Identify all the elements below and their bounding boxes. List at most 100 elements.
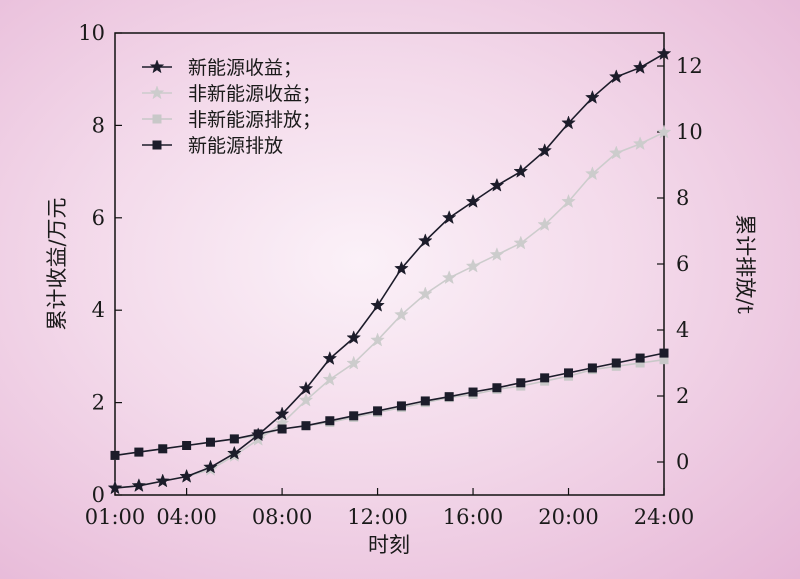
data-point [420,396,430,406]
data-point [537,143,552,158]
data-point [396,401,406,411]
data-point [516,378,526,388]
left-tick-label: 0 [92,483,105,507]
data-point [277,424,287,434]
data-point [325,416,335,426]
left-tick-label: 10 [78,21,105,45]
data-point [656,124,672,139]
right-tick-label: 12 [676,54,703,78]
right-tick-label: 4 [676,318,689,342]
x-axis-ticks: 01:00 04:00 08:00 12:00 16:00 20:00 24:00 [85,488,694,529]
data-point [322,371,338,386]
data-point [107,480,123,495]
data-point [298,392,314,407]
legend-label: 新能源排放 [188,135,283,157]
legend-swatch-marker [149,59,165,74]
legend-item: 新能源排放 [142,135,283,157]
data-point [394,307,409,322]
data-point [394,260,409,275]
data-point [513,163,529,178]
series-1 [107,46,672,495]
data-point [370,332,385,347]
data-point [274,406,290,421]
legend-item: 新能源收益； [142,57,302,79]
series-4 [110,348,669,460]
data-point [585,89,600,104]
data-point [349,411,359,421]
data-point [441,210,457,225]
data-point [134,447,144,457]
data-point [561,193,576,208]
data-point [227,445,242,460]
x-tick-label: 04:00 [156,505,217,529]
data-point [346,355,362,370]
legend-label: 非新能源收益； [188,83,321,105]
x-tick-label: 20:00 [538,505,599,529]
data-point [182,441,192,450]
x-tick-label: 08:00 [252,505,313,529]
data-point [537,216,552,231]
legend-swatch-marker [152,140,162,150]
left-tick-label: 8 [92,113,105,137]
data-point [250,427,266,442]
legend-label: 新能源收益； [188,57,302,79]
left-axis-ticks: 0 2 4 6 8 10 [78,21,122,507]
data-point [564,368,574,378]
data-point [110,450,120,460]
data-point [635,358,645,368]
data-point [370,297,385,312]
series-line [114,131,665,489]
legend: 新能源收益； 非新能源收益； 非新能源排放； 新能源排放 [142,57,321,157]
right-axis-title: 累计排放/t [733,214,757,314]
data-point [205,437,215,447]
right-tick-label: 10 [676,120,703,144]
right-axis-ticks: 0 2 4 6 8 10 12 [657,54,703,474]
data-point [489,177,505,192]
data-point [585,166,600,181]
x-tick-label: 01:00 [85,505,146,529]
data-point [203,459,218,474]
data-point [229,434,239,444]
data-point [346,330,362,345]
data-point [611,358,621,368]
legend-swatch-marker [152,114,162,124]
right-tick-label: 8 [676,186,689,210]
data-point [632,59,648,74]
data-point [513,235,529,250]
series-line [114,352,665,457]
data-point [155,473,171,488]
series-layer [107,46,672,495]
data-point [131,478,147,492]
legend-item: 非新能源排放； [142,109,321,131]
data-point [441,270,457,285]
data-point [444,392,454,402]
legend-swatch-marker [149,85,165,100]
data-point [587,363,597,373]
right-tick-label: 2 [676,384,689,408]
left-tick-label: 4 [92,298,105,322]
data-point [489,247,505,261]
data-point [301,421,311,431]
data-point [468,387,478,397]
series-line [114,53,665,489]
data-point [659,355,669,365]
data-point [608,145,624,160]
right-tick-label: 6 [676,252,689,276]
x-tick-label: 16:00 [443,505,504,529]
legend-label: 非新能源排放； [188,109,321,131]
data-point [659,348,669,358]
data-point [656,46,672,61]
data-point [179,468,194,483]
data-point [635,353,645,363]
data-point [465,193,481,208]
right-tick-label: 0 [676,450,689,474]
data-point [632,136,648,151]
data-point [373,406,383,416]
data-point [298,380,314,395]
left-tick-label: 2 [92,391,105,415]
series-2 [107,124,672,495]
left-tick-label: 6 [92,206,105,230]
data-point [158,444,168,454]
